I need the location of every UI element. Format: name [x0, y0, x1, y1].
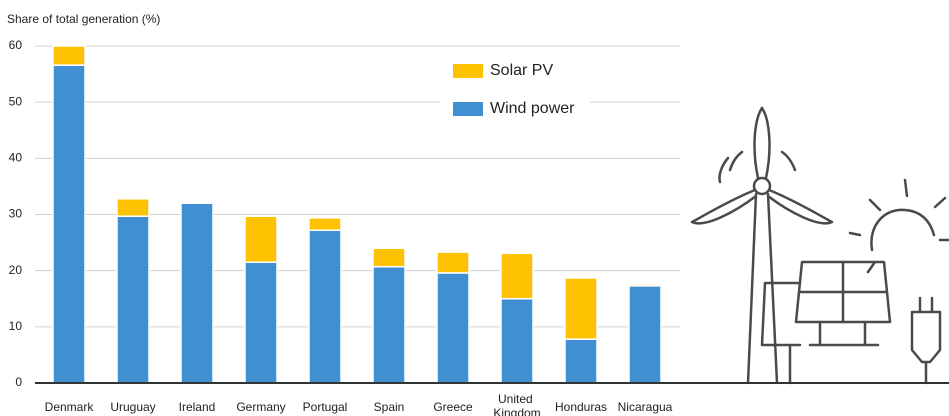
y-tick-label: 40: [9, 151, 23, 165]
legend-label: Wind power: [490, 100, 575, 117]
legend-label: Solar PV: [490, 62, 553, 79]
x-tick-label-line: United: [498, 392, 536, 406]
bar-segment: [117, 199, 149, 216]
bar-segment: [309, 218, 341, 230]
bar-segment: [309, 230, 341, 383]
legend-swatch: [453, 64, 483, 78]
bar-segment: [245, 216, 277, 262]
illustration: [692, 108, 949, 383]
bar-segment: [117, 216, 149, 383]
x-tick-label: United Kingdom: [493, 392, 540, 416]
bar-segment: [181, 203, 213, 383]
bar-segment: [437, 273, 469, 383]
bar-segment: [373, 248, 405, 267]
x-tick-label: Nicaragua: [618, 400, 673, 414]
x-tick-label: Spain: [374, 400, 405, 414]
bar-segment: [53, 65, 85, 383]
x-tick-label: Portugal: [303, 400, 348, 414]
bar-segment: [53, 46, 85, 65]
y-tick-label: 20: [9, 263, 23, 277]
x-tick-label: Denmark: [45, 400, 95, 414]
x-tick-label: Uruguay: [110, 400, 155, 414]
x-tick-label: Honduras: [555, 400, 607, 414]
x-tick-label: Greece: [433, 400, 473, 414]
bar-segment: [373, 267, 405, 383]
y-tick-label: 30: [9, 207, 23, 221]
y-tick-label: 10: [9, 319, 23, 333]
x-tick-label-line: Kingdom: [493, 406, 540, 416]
legend-swatch: [453, 102, 483, 116]
bar-segment: [629, 286, 661, 383]
bar-segment: [501, 253, 533, 298]
y-tick-label: 60: [9, 38, 23, 52]
bar-segment: [565, 278, 597, 339]
bar-segment: [245, 262, 277, 383]
y-axis-label: Share of total generation (%): [7, 12, 160, 26]
chart: Share of total generation (%) 0 10 20 30 40 5…: [0, 0, 949, 416]
x-tick-label: Germany: [236, 400, 285, 414]
bar-segment: [501, 299, 533, 383]
bar-segment: [629, 284, 661, 286]
y-tick-label: 50: [9, 94, 23, 108]
y-tick-label: 0: [15, 375, 22, 389]
x-tick-label: Ireland: [179, 400, 216, 414]
bar-segment: [437, 252, 469, 273]
legend: Solar PV Wind power: [440, 55, 590, 125]
bar-segment: [565, 339, 597, 383]
